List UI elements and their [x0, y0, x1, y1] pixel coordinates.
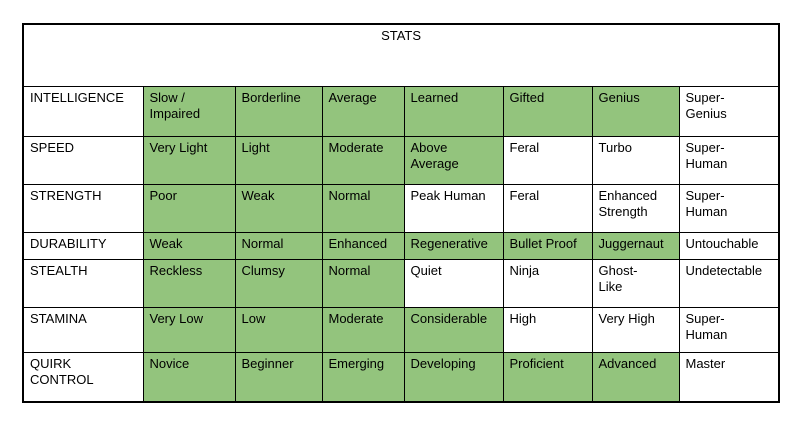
- stat-cell: Beginner: [234, 351, 323, 403]
- stat-cell: Low: [234, 306, 323, 353]
- stat-cell: Regenerative: [403, 231, 504, 260]
- table-row-strength: STRENGTH Poor Weak Normal Peak Human Fer…: [22, 183, 780, 233]
- stat-cell: Super- Human: [678, 306, 780, 353]
- row-label-durability: DURABILITY: [22, 231, 144, 260]
- stat-cell: Normal: [321, 258, 405, 308]
- row-label-speed: SPEED: [22, 135, 144, 185]
- stat-cell: Weak: [142, 231, 236, 260]
- stat-cell: Undetectable: [678, 258, 780, 308]
- stat-cell: Feral: [502, 135, 593, 185]
- stat-cell: Feral: [502, 183, 593, 233]
- row-label-quirk-control: QUIRK CONTROL: [22, 351, 144, 403]
- stat-cell: Enhanced Strength: [591, 183, 680, 233]
- stat-cell: Genius: [591, 85, 680, 137]
- stat-cell: Very High: [591, 306, 680, 353]
- stat-cell: Slow / Impaired: [142, 85, 236, 137]
- stat-cell: Normal: [321, 183, 405, 233]
- stat-cell: Juggernaut: [591, 231, 680, 260]
- stat-cell: Very Light: [142, 135, 236, 185]
- table-row-stamina: STAMINA Very Low Low Moderate Considerab…: [22, 306, 780, 353]
- stat-cell: Moderate: [321, 135, 405, 185]
- stat-cell: Normal: [234, 231, 323, 260]
- stat-cell: Novice: [142, 351, 236, 403]
- stat-cell: Super- Human: [678, 183, 780, 233]
- row-label-intelligence: INTELLIGENCE: [22, 85, 144, 137]
- row-label-stamina: STAMINA: [22, 306, 144, 353]
- stat-cell: Weak: [234, 183, 323, 233]
- stat-cell: Average: [321, 85, 405, 137]
- stat-cell: Considerable: [403, 306, 504, 353]
- stat-cell: Borderline: [234, 85, 323, 137]
- stats-table: STATS INTELLIGENCE Slow / Impaired Borde…: [22, 23, 781, 403]
- stat-cell: Quiet: [403, 258, 504, 308]
- table-row-quirk-control: QUIRK CONTROL Novice Beginner Emerging D…: [22, 351, 780, 403]
- stat-cell: Proficient: [502, 351, 593, 403]
- stats-table-container: STATS INTELLIGENCE Slow / Impaired Borde…: [22, 23, 781, 403]
- stat-cell: Very Low: [142, 306, 236, 353]
- stat-cell: Bullet Proof: [502, 231, 593, 260]
- stat-cell: Ghost- Like: [591, 258, 680, 308]
- stat-cell: Super- Genius: [678, 85, 780, 137]
- stat-cell: Emerging: [321, 351, 405, 403]
- stat-cell: Enhanced: [321, 231, 405, 260]
- stat-cell: High: [502, 306, 593, 353]
- table-row-stealth: STEALTH Reckless Clumsy Normal Quiet Nin…: [22, 258, 780, 308]
- stat-cell: Above Average: [403, 135, 504, 185]
- stat-cell: Developing: [403, 351, 504, 403]
- table-row-intelligence: INTELLIGENCE Slow / Impaired Borderline …: [22, 85, 780, 137]
- stat-cell: Untouchable: [678, 231, 780, 260]
- stat-cell: Master: [678, 351, 780, 403]
- stat-cell: Reckless: [142, 258, 236, 308]
- table-title: STATS: [22, 23, 780, 87]
- title-row: STATS: [22, 23, 780, 87]
- stat-cell: Gifted: [502, 85, 593, 137]
- table-row-durability: DURABILITY Weak Normal Enhanced Regenera…: [22, 231, 780, 260]
- row-label-strength: STRENGTH: [22, 183, 144, 233]
- stat-cell: Moderate: [321, 306, 405, 353]
- table-row-speed: SPEED Very Light Light Moderate Above Av…: [22, 135, 780, 185]
- stat-cell: Light: [234, 135, 323, 185]
- row-label-stealth: STEALTH: [22, 258, 144, 308]
- stat-cell: Poor: [142, 183, 236, 233]
- stat-cell: Peak Human: [403, 183, 504, 233]
- stat-cell: Advanced: [591, 351, 680, 403]
- stat-cell: Super- Human: [678, 135, 780, 185]
- stat-cell: Learned: [403, 85, 504, 137]
- stat-cell: Ninja: [502, 258, 593, 308]
- stat-cell: Turbo: [591, 135, 680, 185]
- stat-cell: Clumsy: [234, 258, 323, 308]
